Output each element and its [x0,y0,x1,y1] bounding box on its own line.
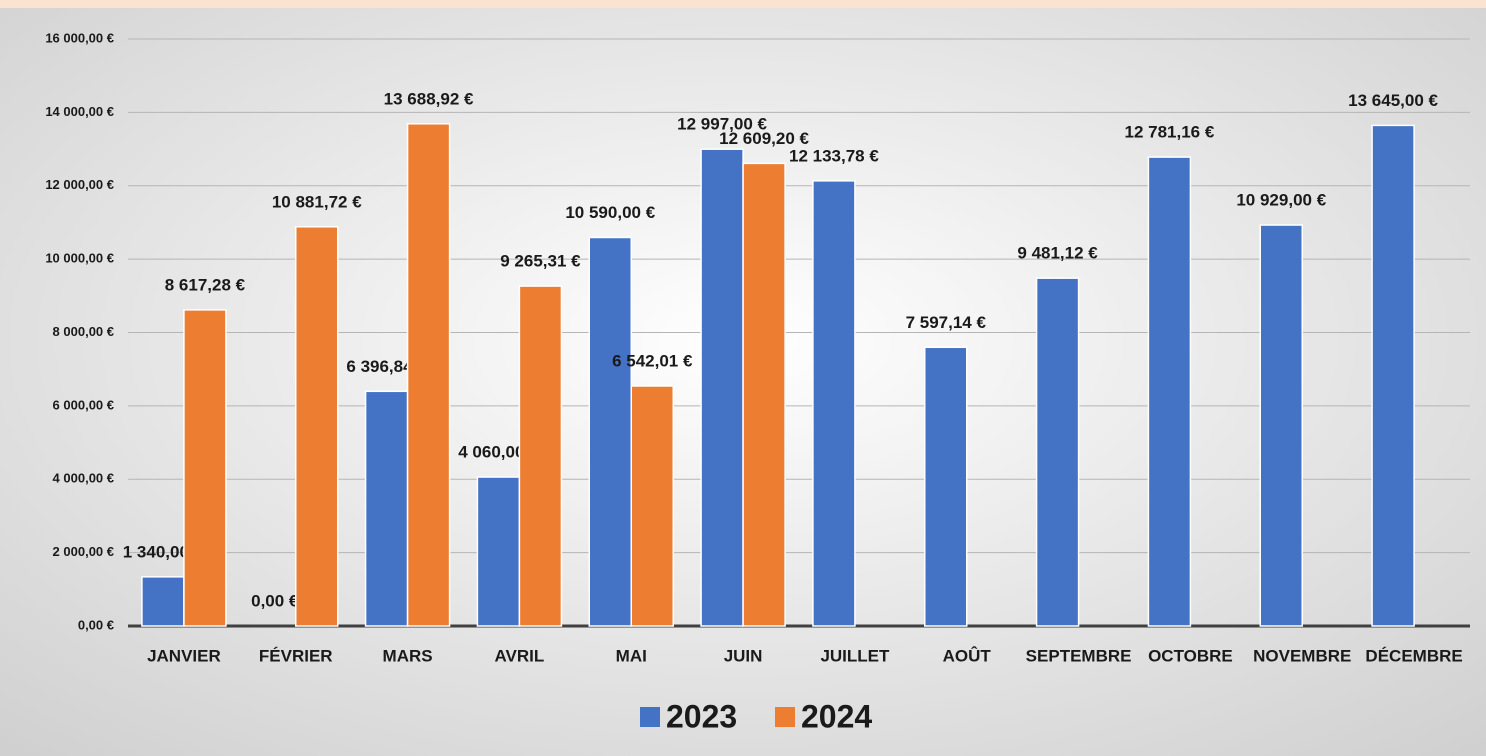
bar [924,346,968,627]
value-label: 9 265,31 € [500,252,581,271]
y-tick-label: 14 000,00 € [45,104,114,119]
bar [141,576,185,627]
value-label: 13 645,00 € [1348,91,1438,110]
bar [1147,156,1192,627]
y-tick-label: 2 000,00 € [53,544,114,559]
x-tick-label: NOVEMBRE [1253,646,1351,665]
y-tick-label: 16 000,00 € [45,30,114,45]
y-tick-label: 0,00 € [78,617,114,632]
y-tick-label: 12 000,00 € [45,177,114,192]
x-tick-label: SEPTEMBRE [1026,646,1132,665]
bar [1371,124,1415,627]
bar [364,390,409,627]
y-tick-label: 6 000,00 € [53,397,114,412]
bar [588,236,632,627]
y-tick-label: 8 000,00 € [53,324,114,339]
x-tick-label: JUIN [724,646,763,665]
x-tick-label: AVRIL [495,646,545,665]
bar [630,385,674,627]
value-label: 7 597,14 € [906,313,987,332]
bar [812,180,856,627]
top-band [0,0,1486,8]
value-label: 6 542,01 € [612,351,693,370]
legend-label: 2024 [801,698,872,734]
legend-swatch [775,707,795,727]
y-tick-label: 10 000,00 € [45,251,114,266]
value-label: 0,00 € [251,591,299,610]
value-label: 13 688,92 € [384,89,474,108]
value-label: 10 590,00 € [565,203,655,222]
bar [700,148,744,627]
value-label: 12 997,00 € [677,115,767,134]
y-tick-label: 4 000,00 € [53,471,114,486]
bar [476,476,521,627]
x-tick-label: MAI [616,646,647,665]
x-tick-label: FÉVRIER [259,646,333,665]
bar [518,285,563,627]
x-tick-label: OCTOBRE [1148,646,1233,665]
legend-label: 2023 [666,698,737,734]
x-tick-label: AOÛT [943,646,992,665]
bar [1259,224,1303,627]
bar [183,309,227,627]
x-tick-label: JANVIER [147,646,221,665]
value-label: 9 481,12 € [1017,244,1098,263]
x-tick-label: DÉCEMBRE [1365,646,1462,665]
bar [1035,277,1080,627]
bar [295,226,339,627]
value-label: 12 609,20 € [719,129,809,148]
bar [742,162,786,627]
value-label: 8 617,28 € [165,275,246,294]
value-label: 10 929,00 € [1236,191,1326,210]
x-tick-label: MARS [383,646,433,665]
value-label: 10 881,72 € [272,192,362,211]
bar [406,123,451,627]
value-label: 12 133,78 € [789,146,879,165]
x-tick-label: JUILLET [820,646,890,665]
legend-swatch [640,707,660,727]
value-label: 12 781,16 € [1125,123,1215,142]
